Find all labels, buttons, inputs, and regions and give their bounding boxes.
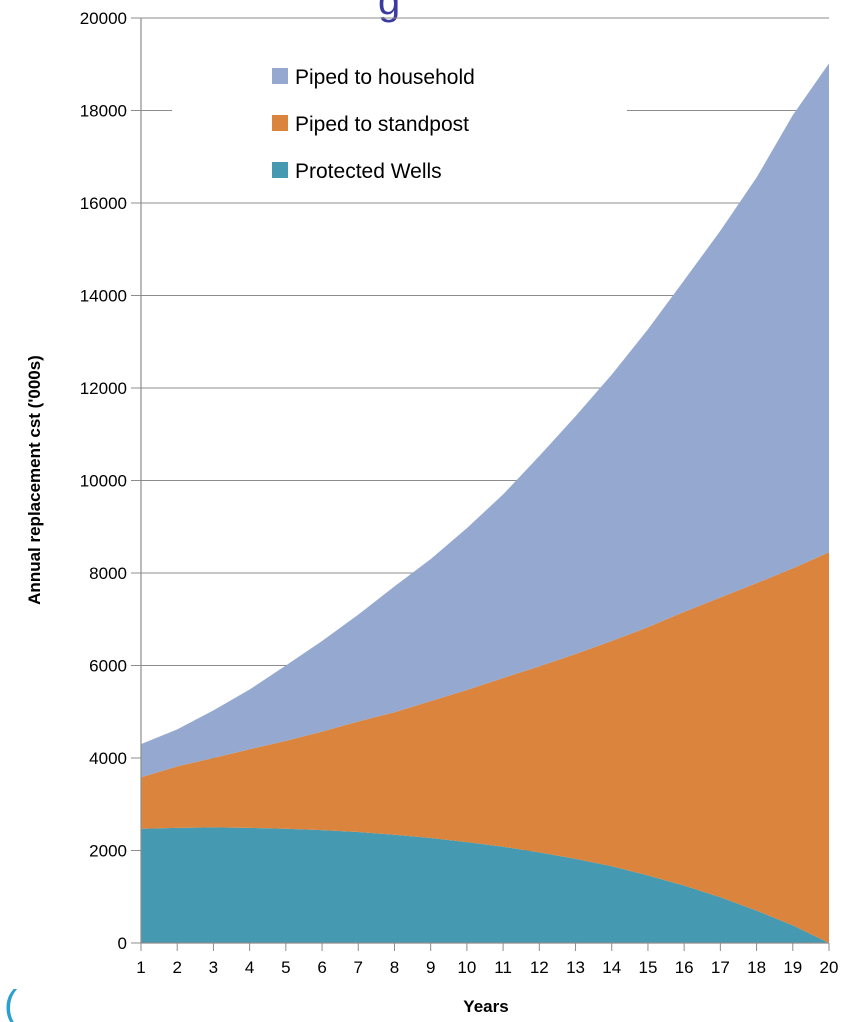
- y-tick-label: 12000: [80, 379, 127, 398]
- x-axis-title: Years: [463, 997, 508, 1016]
- x-tick-label: 13: [566, 958, 585, 977]
- legend-label: Piped to household: [295, 66, 475, 89]
- y-tick-label: 2000: [89, 842, 127, 861]
- y-tick-label: 16000: [80, 194, 127, 213]
- x-tick-label: 18: [747, 958, 766, 977]
- x-tick-label: 19: [783, 958, 802, 977]
- x-tick-label: 14: [602, 958, 621, 977]
- y-tick-label: 6000: [89, 657, 127, 676]
- x-tick-label: 15: [638, 958, 657, 977]
- legend-swatch: [272, 115, 288, 131]
- legend: Piped to household Piped to standpost Prot…: [172, 52, 627, 198]
- x-tick-label: 10: [457, 958, 476, 977]
- y-tick-label: 4000: [89, 749, 127, 768]
- area-piped-to-household: [141, 63, 829, 778]
- y-tick-label: 18000: [80, 102, 127, 121]
- x-tick-label: 20: [820, 958, 839, 977]
- areas: [141, 63, 829, 943]
- page-title-fragment: g: [378, 0, 400, 23]
- x-tick-label: 11: [494, 958, 512, 977]
- x-tick-label: 4: [245, 958, 254, 977]
- legend-swatch: [272, 68, 288, 84]
- legend-swatch: [272, 162, 288, 178]
- y-tick-label: 14000: [80, 287, 127, 306]
- x-tick-label: 6: [317, 958, 326, 977]
- x-tick-label: 3: [209, 958, 218, 977]
- corner-mark: (: [4, 983, 18, 1022]
- y-tick-label: 10000: [80, 472, 127, 491]
- x-tick-label: 8: [390, 958, 399, 977]
- legend-box: [172, 52, 627, 198]
- x-tick-label: 17: [711, 958, 730, 977]
- y-axis-title: Annual replacement cst ('000s): [25, 355, 44, 605]
- x-tick-label: 5: [281, 958, 290, 977]
- x-tick-label: 7: [354, 958, 363, 977]
- x-tick-label: 9: [426, 958, 435, 977]
- legend-label: Protected Wells: [295, 160, 442, 183]
- y-tick-label: 0: [118, 934, 127, 953]
- x-tick-label: 16: [675, 958, 694, 977]
- area-piped-to-standpost: [141, 552, 829, 943]
- x-tick-label: 1: [136, 958, 145, 977]
- y-tick-label: 20000: [80, 9, 127, 28]
- x-tick-label: 2: [172, 958, 181, 977]
- area-protected-wells: [141, 827, 829, 943]
- y-tick-label: 8000: [89, 564, 127, 583]
- legend-label: Piped to standpost: [295, 113, 469, 136]
- x-tick-label: 12: [530, 958, 549, 977]
- axes: 0 2000 4000 6000 8000 10000 12000 14000 16000 180…: [80, 9, 839, 977]
